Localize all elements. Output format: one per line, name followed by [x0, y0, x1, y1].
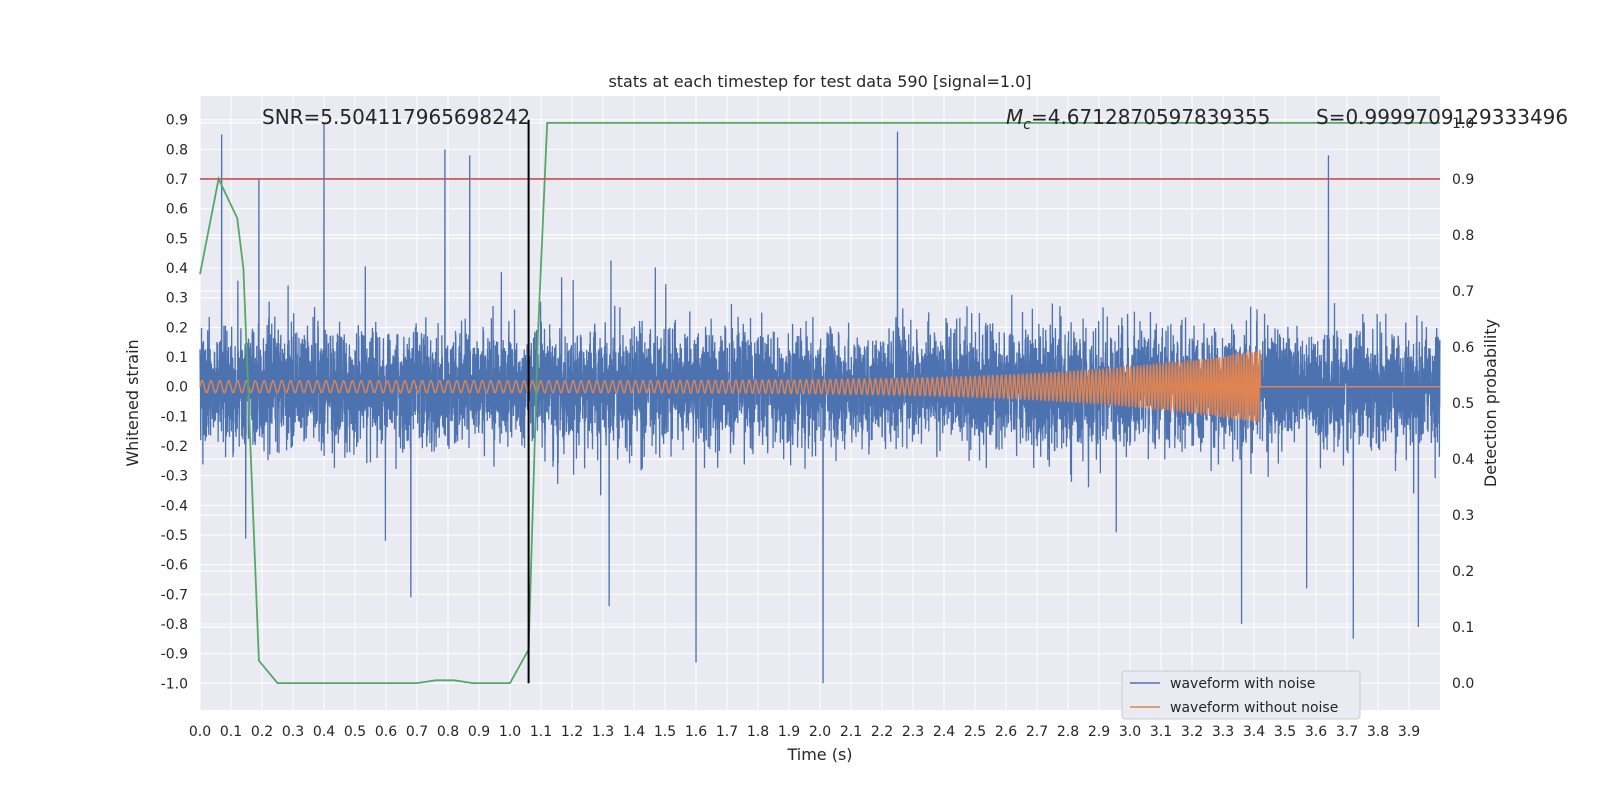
x-tick-label: 3.6 [1305, 724, 1327, 740]
y2-tick-label: 0.2 [1452, 564, 1474, 580]
legend-box [1121, 670, 1361, 720]
x-tick-label: 1.5 [654, 724, 676, 740]
x-tick-label: 2.0 [809, 724, 831, 740]
y2-tick-label: 0.1 [1452, 620, 1474, 636]
x-tick-label: 2.9 [1088, 724, 1110, 740]
x-tick-label: 0.2 [251, 724, 273, 740]
x-tick-label: 1.1 [530, 724, 552, 740]
x-tick-label: 3.8 [1367, 724, 1389, 740]
x-tick-label: 1.6 [685, 724, 707, 740]
x-tick-label: 3.5 [1274, 724, 1296, 740]
y-tick-label: -1.0 [161, 676, 188, 692]
y2-tick-label: 0.6 [1452, 340, 1474, 356]
y2-tick-label: 0.5 [1452, 396, 1474, 412]
x-axis-label: Time (s) [786, 745, 852, 764]
x-tick-label: 1.3 [592, 724, 614, 740]
legend: waveform with noise waveform without noi… [1121, 670, 1361, 720]
snr-annotation: SNR=5.504117965698242 [262, 105, 530, 129]
mc-subscript: c [1023, 117, 1031, 133]
x-tick-label: 3.3 [1212, 724, 1234, 740]
y-tick-label: 0.2 [166, 320, 188, 336]
x-tick-label: 3.9 [1398, 724, 1420, 740]
y2-tick-label: 0.3 [1452, 508, 1474, 524]
x-tick-label: 2.3 [902, 724, 924, 740]
y-tick-label: 0.6 [166, 202, 188, 218]
x-tick-label: 1.8 [747, 724, 769, 740]
y-tick-label: 0.5 [166, 231, 188, 247]
chart-title: stats at each timestep for test data 590… [608, 72, 1031, 91]
x-tick-label: 3.4 [1243, 724, 1265, 740]
probability-line [199, 121, 1440, 685]
y-tick-label: 0.9 [166, 113, 188, 129]
x-tick-label: 3.7 [1336, 724, 1358, 740]
x-tick-label: 1.0 [499, 724, 521, 740]
y-tick-label: -0.9 [161, 647, 188, 663]
x-tick-label: 3.1 [1150, 724, 1172, 740]
y-tick-label: 0.7 [166, 172, 188, 188]
x-tick-label: 1.2 [561, 724, 583, 740]
x-tick-label: 3.2 [1181, 724, 1203, 740]
x-tick-label: 2.6 [995, 724, 1017, 740]
y2-tick-label: 0.9 [1452, 172, 1474, 188]
y-axis-label: Whitened strain [123, 339, 142, 466]
y-tick-label: -0.4 [161, 498, 188, 514]
x-tick-label: 0.0 [189, 724, 211, 740]
y-tick-label: -0.2 [161, 439, 188, 455]
x-tick-label: 2.2 [871, 724, 893, 740]
x-tick-label: 2.7 [1026, 724, 1048, 740]
y-tick-label: 0.8 [166, 142, 188, 158]
x-tick-label: 1.7 [716, 724, 738, 740]
y2-tick-labels: 1.0 0.9 0.8 0.7 0.6 0.5 0.4 0.3 0.2 0.1 0.0 [1452, 116, 1474, 692]
y2-tick-label: 0.8 [1452, 228, 1474, 244]
x-tick-label: 1.4 [623, 724, 645, 740]
x-tick-label: 0.5 [344, 724, 366, 740]
y-tick-label: 0.1 [166, 350, 188, 366]
legend-label-noise: waveform with noise [1170, 676, 1315, 692]
x-tick-label: 0.6 [375, 724, 397, 740]
x-tick-label: 2.1 [840, 724, 862, 740]
y-tick-label: -0.7 [161, 587, 188, 603]
y2-tick-label: 0.4 [1452, 452, 1474, 468]
x-tick-label: 0.3 [282, 724, 304, 740]
y-tick-label: 0.3 [166, 291, 188, 307]
x-tick-label: 3.0 [1119, 724, 1141, 740]
mc-annotation: Mc=4.6712870597839355 [1006, 105, 1270, 133]
y-tick-label: -0.1 [161, 409, 188, 425]
x-tick-label: 0.1 [220, 724, 242, 740]
y2-tick-label: 0.7 [1452, 284, 1474, 300]
mc-value: =4.6712870597839355 [1031, 105, 1270, 129]
x-tick-labels: 0.0 0.1 0.2 0.3 0.4 0.5 0.6 0.7 0.8 0.9 1.0 1.1 1.2 1… [189, 724, 1420, 740]
legend-label-clean: waveform without noise [1170, 700, 1338, 716]
x-tick-label: 2.4 [933, 724, 955, 740]
x-tick-label: 2.8 [1057, 724, 1079, 740]
y2-tick-label: 0.0 [1452, 676, 1474, 692]
y-tick-label: -0.8 [161, 617, 188, 633]
x-tick-label: 0.8 [437, 724, 459, 740]
y2-tick-label: 1.0 [1452, 116, 1474, 132]
series-waveform-without-noise [199, 349, 1440, 423]
y-tick-label: 0.0 [166, 380, 188, 396]
y-tick-label: -0.5 [161, 528, 188, 544]
x-tick-label: 0.7 [406, 724, 428, 740]
y-tick-label: -0.3 [161, 469, 188, 485]
clean-waveform-line [199, 349, 1440, 423]
x-tick-label: 1.9 [778, 724, 800, 740]
y-tick-label: 0.4 [166, 261, 188, 277]
y-tick-label: -0.6 [161, 558, 188, 574]
y-tick-labels: 0.9 0.8 0.7 0.6 0.5 0.4 0.3 0.2 0.1 0.0 -0.1 -0.2 -0… [161, 113, 188, 693]
s-annotation: S=0.9999709129333496 [1316, 105, 1568, 129]
x-tick-label: 2.5 [964, 724, 986, 740]
mc-symbol: M [1006, 105, 1023, 129]
series-detection-probability [199, 121, 1440, 685]
x-tick-label: 0.9 [468, 724, 490, 740]
y2-axis-label: Detection probability [1481, 319, 1500, 487]
x-tick-label: 0.4 [313, 724, 335, 740]
